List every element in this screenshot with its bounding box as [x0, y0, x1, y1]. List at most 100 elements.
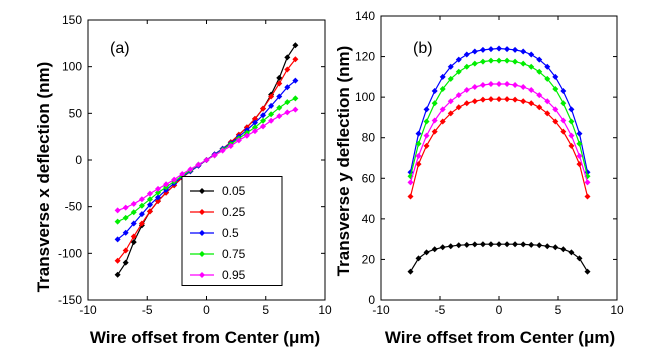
panel-a-chart: Transverse x deflection (nm) Wire offset…	[34, 13, 332, 347]
panel-b-data-point	[423, 118, 430, 125]
panel-b-data-point	[471, 241, 478, 248]
panel-a-data-point	[260, 105, 267, 112]
panel-a-data-point	[268, 117, 275, 124]
panel-b-data-point	[431, 246, 438, 253]
panel-a-xlabel: Wire offset from Center (μm)	[90, 328, 320, 347]
panel-b-data-point	[568, 106, 575, 113]
panel-b-data-point	[415, 140, 422, 147]
panel-a-data-point	[114, 207, 121, 214]
panel-b-data-point	[479, 96, 486, 103]
panel-b-data-point	[496, 45, 502, 52]
panel-a-data-point	[163, 181, 170, 188]
panel-a-data-point	[122, 214, 129, 221]
panel-b-data-point	[431, 88, 438, 95]
panel-a-legend-label: 0.75	[222, 247, 246, 261]
panel-b-series-line-0.25	[409, 98, 589, 197]
panel-b-data-point	[463, 63, 470, 70]
panel-a-data-point	[251, 119, 258, 126]
panel-a-x-tick-label: 0	[203, 303, 210, 317]
panel-a-data-point	[138, 202, 145, 209]
panel-b-x-tick-label: 0	[496, 303, 503, 317]
panel-a-data-point	[179, 171, 186, 177]
panel-b-y-tick-label: 40	[362, 212, 376, 226]
panel-b-data-point	[584, 268, 591, 275]
panel-b-y-tick-label: 20	[362, 252, 376, 266]
panel-b-series-line-0.5	[409, 47, 589, 173]
panel-a-legend-box	[181, 176, 283, 286]
panel-a-data-point	[114, 236, 121, 243]
panel-a-data-point	[260, 112, 267, 119]
panel-b-data-point	[463, 241, 470, 248]
panel-b-data-point	[471, 60, 478, 67]
panel-a-data-point	[284, 54, 291, 61]
panel-a-data-point	[155, 194, 162, 201]
panel-b-chart: Transverse y deflection (nm) Wire offset…	[334, 9, 624, 347]
panel-b-data-point	[415, 255, 422, 262]
panel-b-data-point	[447, 110, 454, 117]
panel-b-data-point	[431, 117, 438, 124]
panel-a-data-point	[211, 152, 218, 159]
panel-a-data-point	[146, 201, 153, 208]
panel-b-data-point	[455, 104, 462, 111]
panel-a-data-point	[155, 185, 162, 192]
panel-b-data-point	[576, 130, 583, 137]
panel-a-x-tick-label: 10	[318, 303, 332, 317]
panel-a-y-tick-label: -150	[58, 293, 82, 307]
panel-b-series-line-0.75	[409, 59, 589, 177]
panel-b-data-point	[504, 46, 511, 53]
panel-b-series-line-0.05	[409, 243, 589, 272]
panel-b-data-point	[560, 246, 567, 253]
panel-b-data-point	[487, 80, 494, 87]
panel-b-data-point	[455, 56, 462, 63]
panel-a-data-point	[251, 124, 258, 131]
panel-a-data-point	[268, 111, 275, 118]
panel-b-data-point	[536, 92, 543, 99]
panel-b-data-point	[584, 193, 591, 200]
panel-b-data-point	[415, 130, 422, 137]
panel-a-data-point	[292, 95, 299, 102]
panel-b-data-point	[463, 87, 470, 94]
panel-b-data-point	[496, 80, 502, 87]
panel-b-data-point	[544, 63, 551, 70]
panel-b-data-point	[552, 73, 559, 80]
panel-a-data-point	[171, 176, 178, 183]
panel-a-data-point	[292, 56, 299, 63]
panel-b-data-point	[560, 117, 567, 124]
panel-b-data-point	[552, 244, 559, 251]
panel-b-data-point	[544, 98, 551, 105]
panel-a-data-point	[130, 239, 137, 246]
panel-a-data-point	[146, 190, 153, 197]
panel-a-data-point	[227, 143, 234, 149]
panel-a-label: (a)	[110, 40, 130, 57]
panel-a-data-point	[138, 220, 145, 227]
panel-b-data-point	[520, 98, 527, 105]
panel-a-y-tick-label: 0	[75, 153, 82, 167]
panel-a-data-point	[130, 220, 137, 227]
panel-a-data-point	[138, 196, 145, 203]
panel-b-data-point	[512, 96, 519, 103]
panel-b-data-point	[415, 152, 422, 159]
panel-b-data-point	[520, 48, 527, 55]
panel-b-data-point	[504, 57, 511, 64]
panel-a-x-tick-label: 5	[262, 303, 269, 317]
panel-b-data-point	[512, 81, 519, 88]
panel-a-legend-marker	[199, 272, 205, 278]
panel-a-x-tick-label: -10	[79, 303, 97, 317]
panel-b-data-point	[463, 100, 470, 107]
panel-b-data-point	[568, 132, 575, 139]
panel-b-y-tick-label: 140	[355, 9, 375, 23]
panel-b-data-point	[504, 96, 511, 103]
panel-b-data-point	[512, 58, 519, 65]
panel-b-data-point	[544, 110, 551, 117]
panel-b-data-point	[447, 75, 454, 82]
panel-b-data-point	[520, 241, 527, 248]
panel-a-legend-label: 0.05	[222, 184, 246, 198]
panel-a-data-point	[276, 74, 283, 81]
panel-a-data-point	[276, 80, 283, 87]
panel-b-data-point	[423, 106, 430, 113]
panel-a-data-point	[292, 106, 299, 113]
panel-b-data-point	[463, 51, 470, 58]
panel-b-data-point	[576, 255, 583, 262]
panel-b-data-point	[520, 84, 527, 90]
